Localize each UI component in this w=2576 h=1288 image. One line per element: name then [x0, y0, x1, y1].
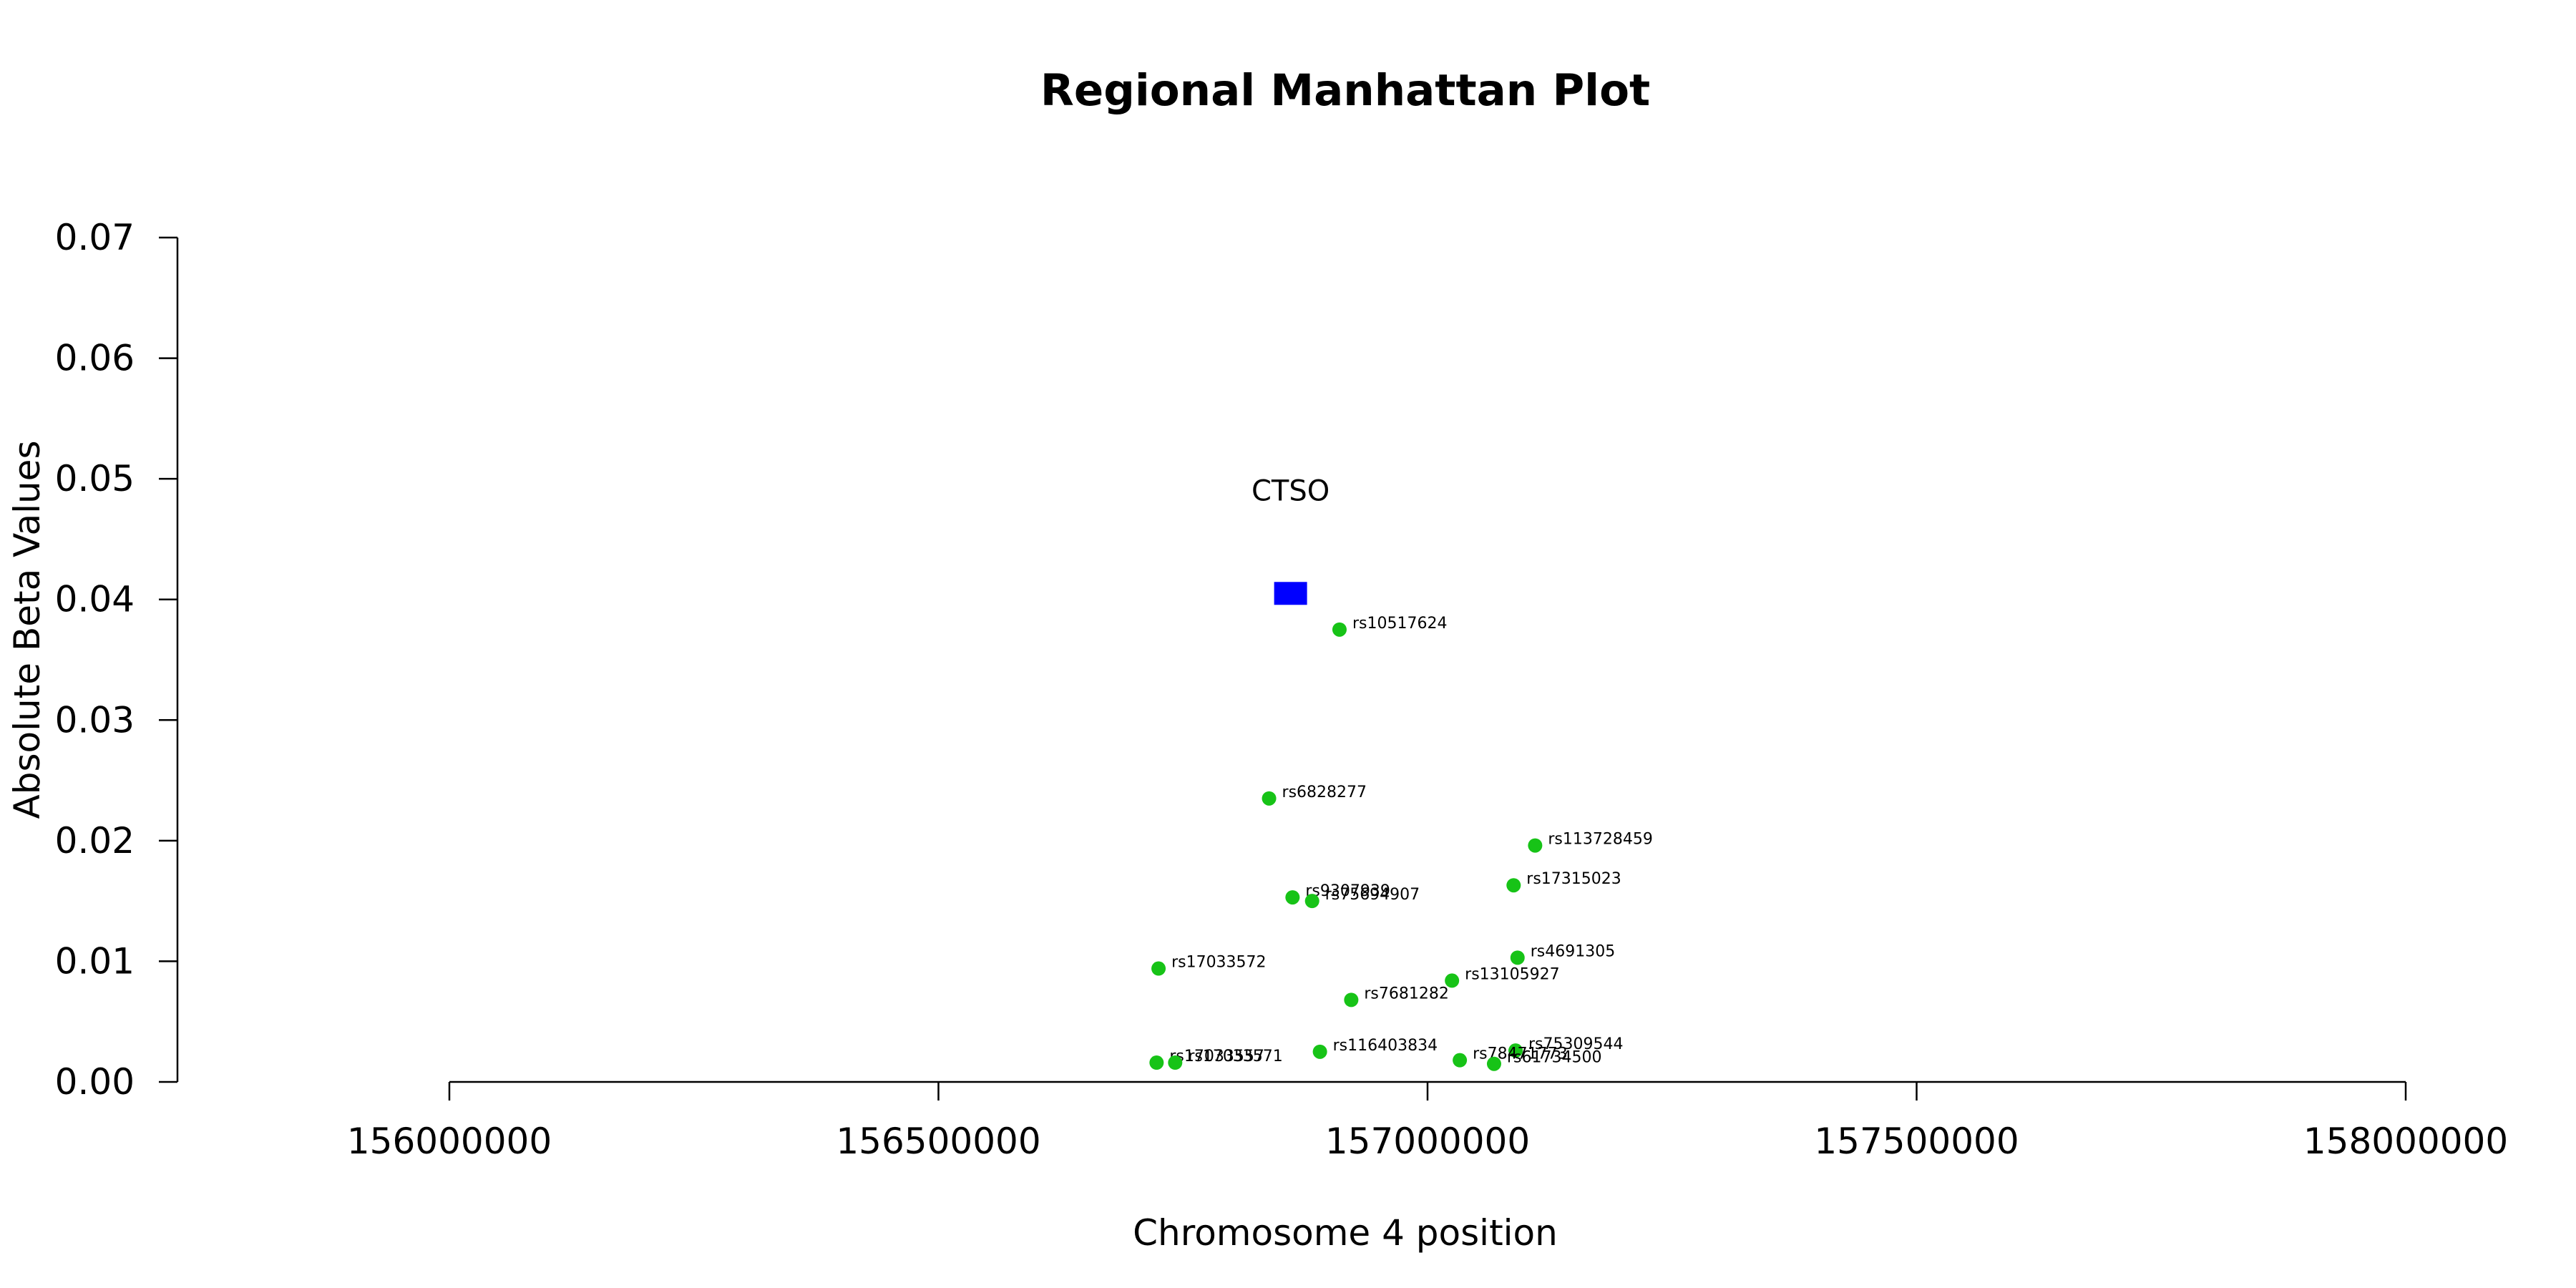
gene-label: CTSO	[1252, 474, 1330, 507]
snp-label: rs75694907	[1325, 886, 1420, 904]
y-tick-label: 0.07	[55, 217, 135, 258]
x-tick-label: 156000000	[347, 1121, 552, 1162]
x-axis-label: Chromosome 4 position	[1133, 1212, 1558, 1254]
snp-point	[1511, 950, 1525, 965]
y-tick-label: 0.04	[55, 579, 135, 620]
snp-point	[1262, 791, 1277, 806]
snp-label: rs17315023	[1526, 870, 1621, 888]
snp-point	[1151, 962, 1166, 976]
snp-label: rs17033572	[1171, 954, 1266, 972]
y-axis-label: Absolute Beta Values	[6, 441, 48, 819]
plot-area: rs10517624 rs6828277 rs113728459 rs17315023…	[1149, 474, 1653, 1070]
snp-point	[1332, 623, 1347, 637]
y-tick-label: 0.01	[55, 940, 135, 982]
snp-point	[1344, 992, 1358, 1007]
chart-title: Regional Manhattan Plot	[1040, 65, 1650, 116]
snp-label: rs61734500	[1507, 1049, 1601, 1067]
snp-label: rs13105927	[1465, 965, 1559, 983]
y-tick-label: 0.06	[55, 338, 135, 379]
snp-point	[1506, 878, 1521, 892]
snp-point	[1528, 839, 1542, 853]
snp-label: rs10517624	[1352, 615, 1447, 633]
gene-marker	[1274, 582, 1307, 605]
snp-label: rs7681282	[1364, 985, 1449, 1002]
snp-point	[1168, 1055, 1182, 1070]
x-tick-label: 157500000	[1814, 1121, 2019, 1162]
snp-label: rs6828277	[1282, 784, 1367, 801]
snp-label: rs113728459	[1548, 831, 1652, 849]
y-axis: 0.00 0.01 0.02 0.03 0.04 0.05 0.06 0.07	[55, 217, 177, 1103]
y-tick-label: 0.02	[55, 820, 135, 862]
x-tick-label: 156500000	[836, 1121, 1040, 1162]
snp-point	[1487, 1057, 1501, 1071]
x-axis: 156000000 156500000 157000000 157500000 1580…	[347, 1082, 2508, 1162]
snp-point	[1453, 1053, 1467, 1068]
snp-label: rs116403834	[1333, 1037, 1438, 1055]
y-tick-label: 0.03	[55, 699, 135, 741]
snp-label: rs4691305	[1531, 942, 1616, 960]
x-tick-label: 158000000	[2303, 1121, 2508, 1162]
snp-label: rs17033571	[1188, 1048, 1282, 1065]
x-tick-label: 157000000	[1325, 1121, 1530, 1162]
y-tick-label: 0.00	[55, 1061, 135, 1103]
snp-point	[1313, 1045, 1327, 1059]
snp-point	[1305, 894, 1319, 908]
snp-point	[1149, 1055, 1163, 1070]
y-tick-label: 0.05	[55, 458, 135, 499]
snp-point	[1285, 890, 1299, 904]
